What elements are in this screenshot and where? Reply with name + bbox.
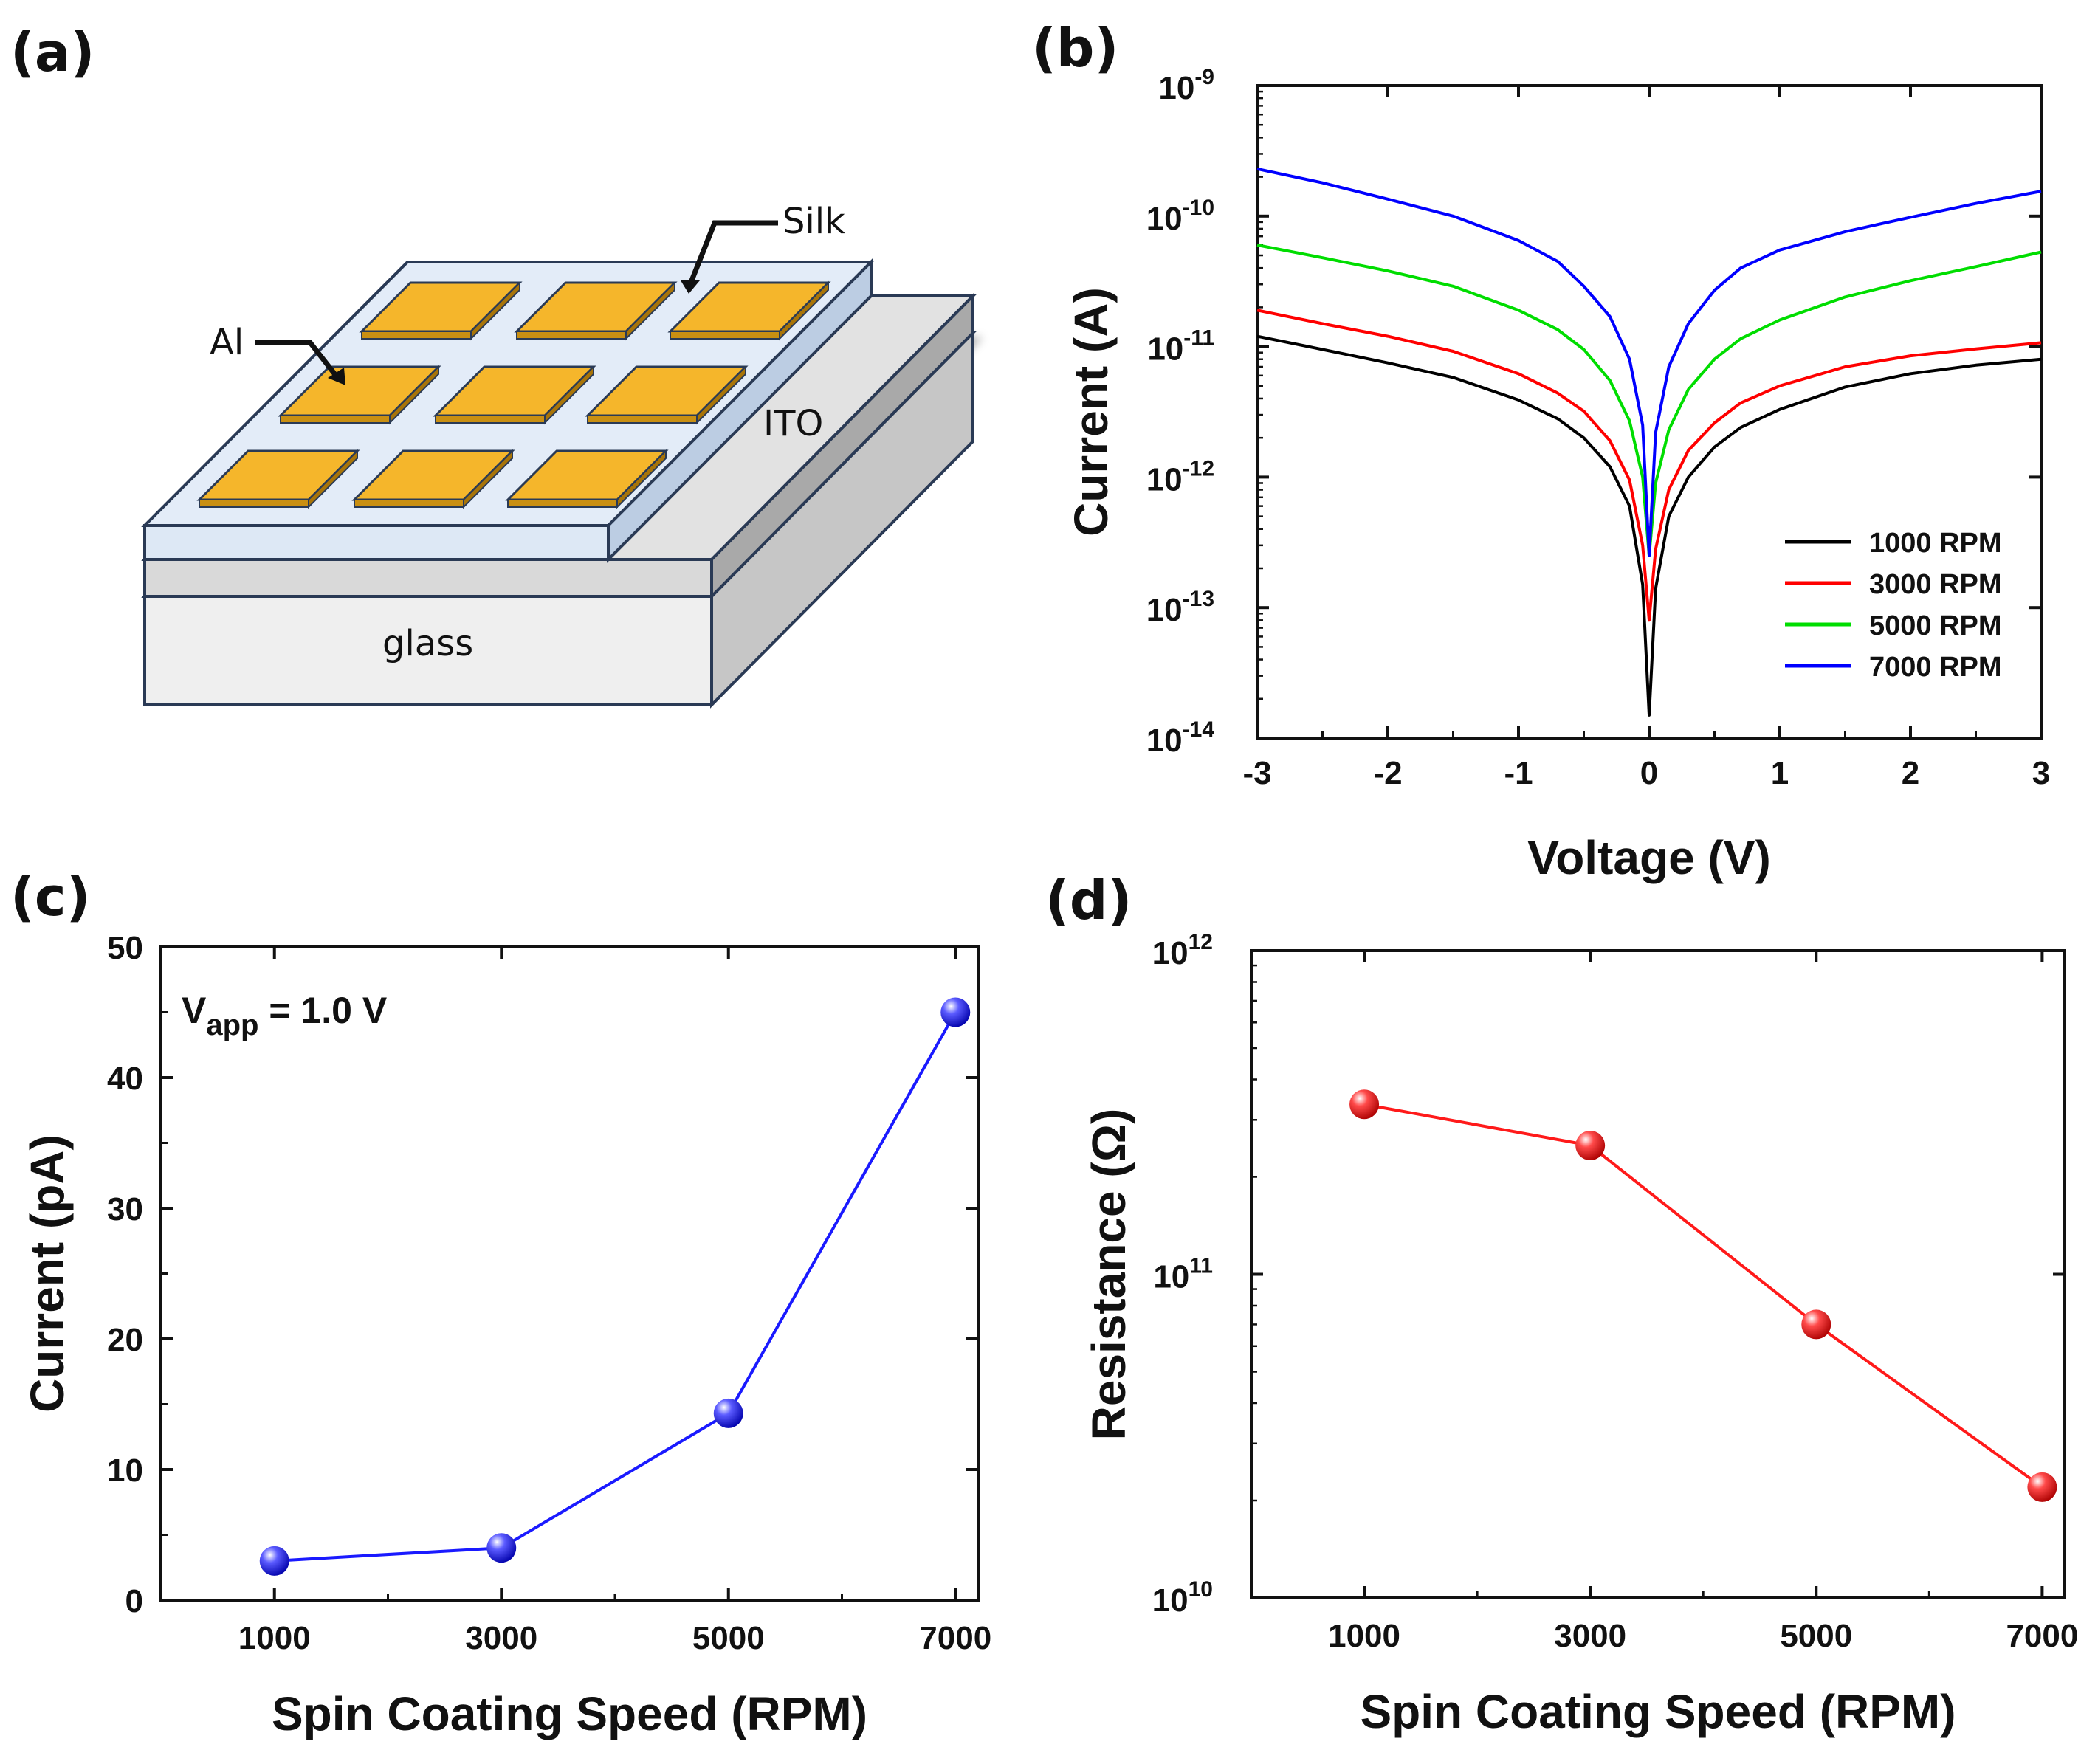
electrode-pad-5-side: [544, 365, 594, 425]
electrode-pad-2-side: [625, 280, 675, 341]
device-schematic: Silk Al ITO glass: [141, 201, 977, 709]
silk-arrow: [687, 220, 778, 286]
electrode-pad-4-side: [389, 365, 439, 425]
panel-label-d: (d): [1045, 869, 1132, 931]
panel-label-a: (a): [10, 21, 94, 83]
x-tick-label: 5000: [692, 1620, 765, 1656]
x-axis-title: Spin Coating Speed (RPM): [1360, 1685, 1956, 1738]
x-tick-label: 0: [1640, 755, 1658, 791]
y-tick-label: 10-12: [1146, 456, 1214, 497]
x-tick-label: 1000: [1328, 1618, 1400, 1654]
x-tick-label: -1: [1504, 755, 1533, 791]
al-arrow: [255, 340, 339, 379]
data-point-2: [1575, 1131, 1606, 1161]
electrode-pad-6-side: [696, 365, 746, 425]
x-tick-label: 1: [1771, 755, 1789, 791]
electrode-pad-1-front: [361, 331, 472, 340]
x-axis-title: Spin Coating Speed (RPM): [272, 1687, 867, 1740]
y-tick-label: 20: [107, 1322, 143, 1358]
series-line: [1363, 1103, 2043, 1489]
legend-label-1: 1000 RPM: [1869, 528, 2002, 559]
electrode-pad-3-side: [779, 280, 829, 341]
x-tick-label: 7000: [919, 1620, 991, 1656]
electrode-pad-4-front: [280, 415, 391, 424]
y-tick-label: 0: [125, 1583, 143, 1619]
x-axis-title: Voltage (V): [1527, 831, 1771, 884]
x-tick-label: 3000: [1554, 1618, 1626, 1654]
al-electrodes: [196, 280, 831, 509]
annotation-vapp: Vapp = 1.0 V: [182, 990, 388, 1041]
y-tick-label: 10-11: [1147, 326, 1214, 368]
silk-side: [607, 258, 873, 563]
electrode-pad-3-front: [670, 331, 780, 340]
x-tick-label: 2: [1902, 755, 1919, 791]
panel-label-c: (c): [10, 866, 91, 928]
y-tick-label: 50: [107, 930, 143, 966]
plot-frame: [159, 945, 980, 1602]
y-tick-label: 40: [107, 1061, 143, 1097]
x-tick-label: 3000: [465, 1620, 537, 1656]
y-axis-title: Current (A): [1064, 287, 1118, 537]
y-tick-label: 1011: [1153, 1254, 1213, 1295]
resistance-chart: 1000 3000 5000 7000 1010 1011 1012 Spin Coating…: [1082, 930, 2078, 1738]
y-tick-label: 10-13: [1146, 587, 1214, 628]
y-tick-label: 1012: [1152, 930, 1213, 971]
current-chart: 1000 3000 5000 7000 0 10 20 30 40 50 Spin Coating …: [21, 930, 991, 1740]
electrode-pad-8-front: [354, 499, 464, 508]
data-point-3: [713, 1398, 743, 1428]
y-tick-label: 30: [107, 1191, 143, 1227]
data-point-1: [259, 1546, 289, 1576]
label-glass: glass: [382, 623, 473, 664]
y-tick-label: 10-10: [1146, 196, 1214, 237]
legend-label-3: 5000 RPM: [1869, 610, 2002, 641]
electrode-pad-5-front: [435, 415, 546, 424]
series-line-3: [1256, 244, 2042, 557]
ito-side: [710, 292, 974, 600]
x-tick-label: 3: [2032, 755, 2050, 791]
y-tick-label: 10: [107, 1453, 143, 1489]
y-tick-label: 10-14: [1146, 717, 1215, 759]
electrode-pad-6-front: [587, 415, 698, 424]
y-tick-label: 10-9: [1158, 65, 1214, 106]
x-tick-label: -2: [1373, 755, 1402, 791]
electrode-pad-7-side: [308, 449, 358, 509]
panel-label-b: (b): [1032, 17, 1118, 79]
silk-front: [143, 524, 610, 561]
label-silk: Silk: [782, 201, 845, 242]
electrode-pad-2-front: [516, 331, 627, 340]
silk-arrowhead: [681, 280, 700, 294]
label-ito: ITO: [763, 403, 823, 444]
x-tick-label: -3: [1242, 755, 1271, 791]
y-axis-title: Current (pA): [21, 1134, 74, 1413]
electrode-pad-1-side: [470, 280, 520, 341]
electrode-pad-9-side: [616, 449, 667, 509]
label-al: Al: [210, 322, 244, 363]
al-arrowhead: [328, 368, 345, 385]
iv-chart: -3 -2 -1 0 1 2 3 10-14 10-13 10-12 10-11 10-10 10-9 V…: [1064, 65, 2050, 884]
series-line-2: [1256, 309, 2042, 622]
legend-label-2: 3000 RPM: [1869, 569, 2002, 600]
series-line-1: [1256, 334, 2042, 717]
electrode-pad-7-front: [199, 499, 309, 508]
x-tick-label: 1000: [238, 1620, 311, 1656]
legend-label-4: 7000 RPM: [1869, 652, 2002, 683]
data-point-2: [486, 1533, 517, 1563]
ito-front: [143, 558, 713, 598]
series-line: [274, 1011, 957, 1563]
y-tick-label: 1010: [1152, 1577, 1213, 1619]
data-point-3: [1801, 1309, 1831, 1340]
data-point-1: [1349, 1089, 1380, 1120]
x-tick-label: 5000: [1780, 1618, 1852, 1654]
x-tick-label: 7000: [2006, 1618, 2078, 1654]
electrode-pad-8-side: [463, 449, 513, 509]
data-point-4: [2027, 1472, 2057, 1502]
plot-frame: [1250, 949, 2066, 1599]
y-axis-title: Resistance (Ω): [1082, 1109, 1135, 1441]
series-line-4: [1256, 167, 2042, 557]
electrode-pad-9-front: [507, 499, 618, 508]
data-point-4: [940, 997, 971, 1027]
